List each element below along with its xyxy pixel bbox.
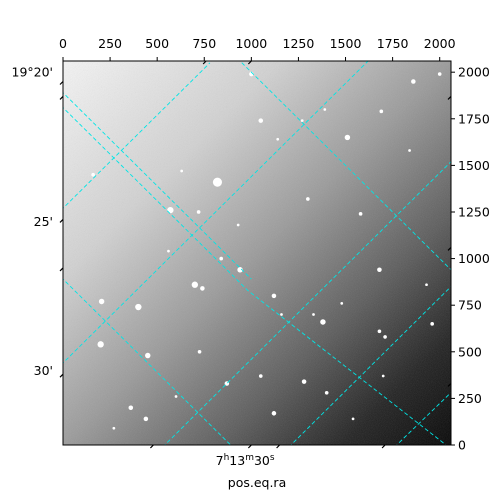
top-tick-label-1250: 1250 bbox=[283, 36, 315, 51]
ra-label-0: 7h13m30s bbox=[216, 453, 275, 468]
wcs-grid-line-7 bbox=[239, 61, 451, 271]
top-tick-label-1000: 1000 bbox=[235, 36, 267, 51]
dec-label-0: 19°20' bbox=[12, 65, 54, 80]
star-45 bbox=[381, 374, 385, 378]
star-9 bbox=[379, 109, 384, 114]
star-40 bbox=[167, 249, 170, 253]
star-26 bbox=[425, 283, 428, 287]
left-wcs-tick-1 bbox=[59, 95, 64, 100]
top-tick-label-1500: 1500 bbox=[330, 36, 362, 51]
star-48 bbox=[236, 223, 240, 227]
star-25 bbox=[430, 322, 434, 326]
left-wcs-tick-3 bbox=[59, 267, 64, 272]
wcs-grid-line-2 bbox=[164, 161, 451, 445]
star-20 bbox=[145, 352, 151, 359]
star-10 bbox=[411, 79, 416, 84]
star-41 bbox=[280, 313, 283, 316]
star-43 bbox=[174, 395, 178, 398]
star-46 bbox=[323, 108, 327, 111]
x-axis-label: pos.eq.ra bbox=[228, 475, 286, 490]
star-36 bbox=[258, 374, 263, 378]
star-6 bbox=[300, 119, 304, 123]
star-2 bbox=[167, 206, 174, 214]
top-tick-label-1750: 1750 bbox=[377, 36, 409, 51]
star-32 bbox=[271, 411, 277, 416]
plot-frame bbox=[62, 60, 452, 446]
star-1 bbox=[212, 177, 222, 187]
right-tick-label-2000: 2000 bbox=[458, 65, 490, 80]
wcs-grid-line-1 bbox=[63, 61, 369, 364]
wcs-grid-line-4 bbox=[396, 391, 451, 445]
right-tick-label-500: 500 bbox=[458, 344, 482, 359]
right-tick-label-1500: 1500 bbox=[458, 158, 490, 173]
star-13 bbox=[271, 293, 277, 299]
star-23 bbox=[377, 267, 382, 273]
right-tick-label-1000: 1000 bbox=[458, 251, 490, 266]
star-30 bbox=[377, 329, 382, 334]
image-noise bbox=[63, 61, 451, 445]
right-wcs-tick-2 bbox=[447, 383, 452, 387]
star-42 bbox=[340, 301, 344, 305]
star-0 bbox=[91, 172, 95, 177]
star-44 bbox=[112, 426, 116, 430]
wcs-grid-line-0 bbox=[63, 62, 211, 209]
star-24 bbox=[383, 335, 387, 339]
wcs-grid-line-3 bbox=[290, 285, 451, 445]
star-37 bbox=[351, 417, 355, 421]
star-35 bbox=[143, 416, 149, 422]
star-38 bbox=[180, 169, 184, 173]
star-5 bbox=[258, 118, 264, 123]
top-tick-label-0: 0 bbox=[59, 36, 67, 51]
right-tick-label-250: 250 bbox=[458, 391, 482, 406]
star-27 bbox=[312, 313, 315, 316]
star-14 bbox=[191, 281, 199, 288]
right-wcs-tick-1 bbox=[447, 246, 452, 251]
star-3 bbox=[196, 210, 201, 214]
star-33 bbox=[197, 349, 202, 354]
right-tick-label-750: 750 bbox=[458, 298, 482, 313]
left-wcs-tick-0 bbox=[59, 81, 64, 85]
top-tick-label-2000: 2000 bbox=[424, 36, 456, 51]
star-34 bbox=[128, 405, 134, 410]
left-wcs-tick-4 bbox=[59, 373, 64, 378]
star-21 bbox=[219, 256, 224, 261]
bottom-wcs-tick-2 bbox=[276, 444, 281, 449]
star-16 bbox=[237, 267, 243, 273]
bottom-wcs-tick-3 bbox=[381, 444, 386, 449]
bottom-wcs-tick-0 bbox=[149, 444, 154, 449]
wcs-grid-line-5 bbox=[63, 92, 252, 280]
top-tick-label-250: 250 bbox=[98, 36, 122, 51]
left-wcs-tick-2 bbox=[59, 219, 64, 223]
right-tick-label-0: 0 bbox=[458, 438, 466, 453]
star-11 bbox=[437, 72, 442, 76]
star-28 bbox=[301, 379, 307, 384]
bottom-wcs-tick-1 bbox=[247, 444, 252, 449]
star-12 bbox=[320, 319, 326, 325]
top-tick-label-500: 500 bbox=[145, 36, 169, 51]
dec-label-2: 30' bbox=[34, 363, 53, 378]
star-22 bbox=[358, 212, 363, 216]
top-wcs-tick-1 bbox=[247, 60, 252, 65]
sky-image bbox=[63, 61, 451, 445]
star-47 bbox=[408, 149, 411, 152]
star-18 bbox=[98, 298, 105, 305]
star-29 bbox=[324, 390, 329, 395]
dec-label-1: 25' bbox=[34, 214, 53, 229]
wcs-grid-line-8 bbox=[63, 106, 447, 445]
star-19 bbox=[97, 341, 104, 348]
top-wcs-tick-0 bbox=[202, 60, 207, 65]
star-8 bbox=[344, 134, 351, 141]
right-tick-label-1250: 1250 bbox=[458, 204, 490, 219]
star-15 bbox=[200, 286, 205, 291]
right-tick-label-1750: 1750 bbox=[458, 111, 490, 126]
wcs-grid-line-6 bbox=[63, 278, 232, 445]
top-tick-label-750: 750 bbox=[192, 36, 216, 51]
star-39 bbox=[276, 137, 280, 141]
right-wcs-tick-0 bbox=[447, 95, 452, 100]
star-17 bbox=[135, 303, 142, 311]
star-7 bbox=[306, 197, 310, 201]
